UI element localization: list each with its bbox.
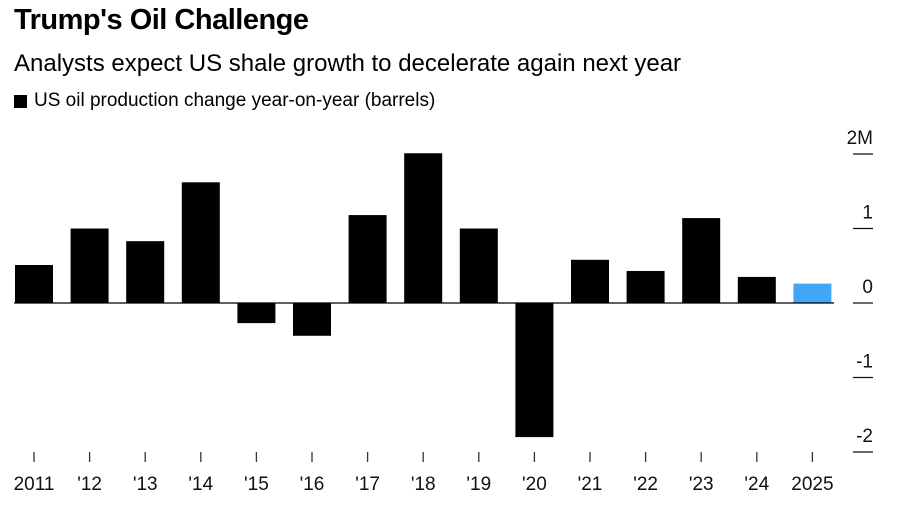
- bar-16: [293, 303, 331, 336]
- chart-subtitle: Analysts expect US shale growth to decel…: [14, 50, 682, 77]
- x-tick-label: 2011: [14, 474, 55, 495]
- chart-title: Trump's Oil Challenge: [14, 4, 309, 36]
- x-tick-label: '22: [633, 474, 658, 495]
- y-tick-label: 0: [862, 277, 873, 298]
- bar-14: [181, 182, 220, 303]
- bar-15: [237, 303, 276, 324]
- x-tick-label: '20: [522, 474, 547, 495]
- bar-20: [515, 303, 554, 438]
- bar-2011: [15, 265, 53, 303]
- x-tick-label: 2025: [791, 474, 833, 495]
- legend-swatch: [14, 94, 27, 108]
- y-tick-label: 1: [862, 203, 873, 224]
- bars-group: [15, 153, 832, 438]
- bar-21: [571, 259, 609, 303]
- x-tick-label: '12: [77, 474, 102, 495]
- bar-2025: [793, 283, 832, 303]
- x-tick-label: '23: [689, 474, 714, 495]
- bar-12: [70, 228, 109, 303]
- x-tick-label: '19: [466, 474, 491, 495]
- bar-19: [459, 228, 498, 303]
- legend: US oil production change year-on-year (b…: [14, 90, 435, 112]
- x-tick-label: '13: [133, 474, 158, 495]
- x-tick-label: '17: [355, 474, 380, 495]
- x-axis: 2011 '12 '13 '14 '15 '16 '17 '18 '19 '20 '21 '22 '23…: [14, 452, 834, 495]
- bar-23: [682, 218, 721, 303]
- bar-22: [626, 270, 665, 303]
- bar-17: [348, 215, 387, 303]
- x-tick-label: '24: [744, 474, 769, 495]
- bar-18: [404, 153, 443, 303]
- x-tick-label: '18: [411, 474, 436, 495]
- y-tick-label: -2: [856, 426, 873, 447]
- y-tick-label: -1: [856, 352, 873, 373]
- bar-13: [126, 241, 165, 303]
- bar-24: [737, 276, 776, 303]
- x-tick-label: '16: [300, 474, 325, 495]
- x-tick-label: '21: [578, 474, 603, 495]
- x-tick-label: '14: [188, 474, 213, 495]
- y-axis: 2M 1 0 -1 -2: [847, 128, 873, 453]
- legend-label: US oil production change year-on-year (b…: [34, 90, 436, 111]
- x-tick-label: '15: [244, 474, 269, 495]
- y-tick-label: 2M: [847, 128, 873, 149]
